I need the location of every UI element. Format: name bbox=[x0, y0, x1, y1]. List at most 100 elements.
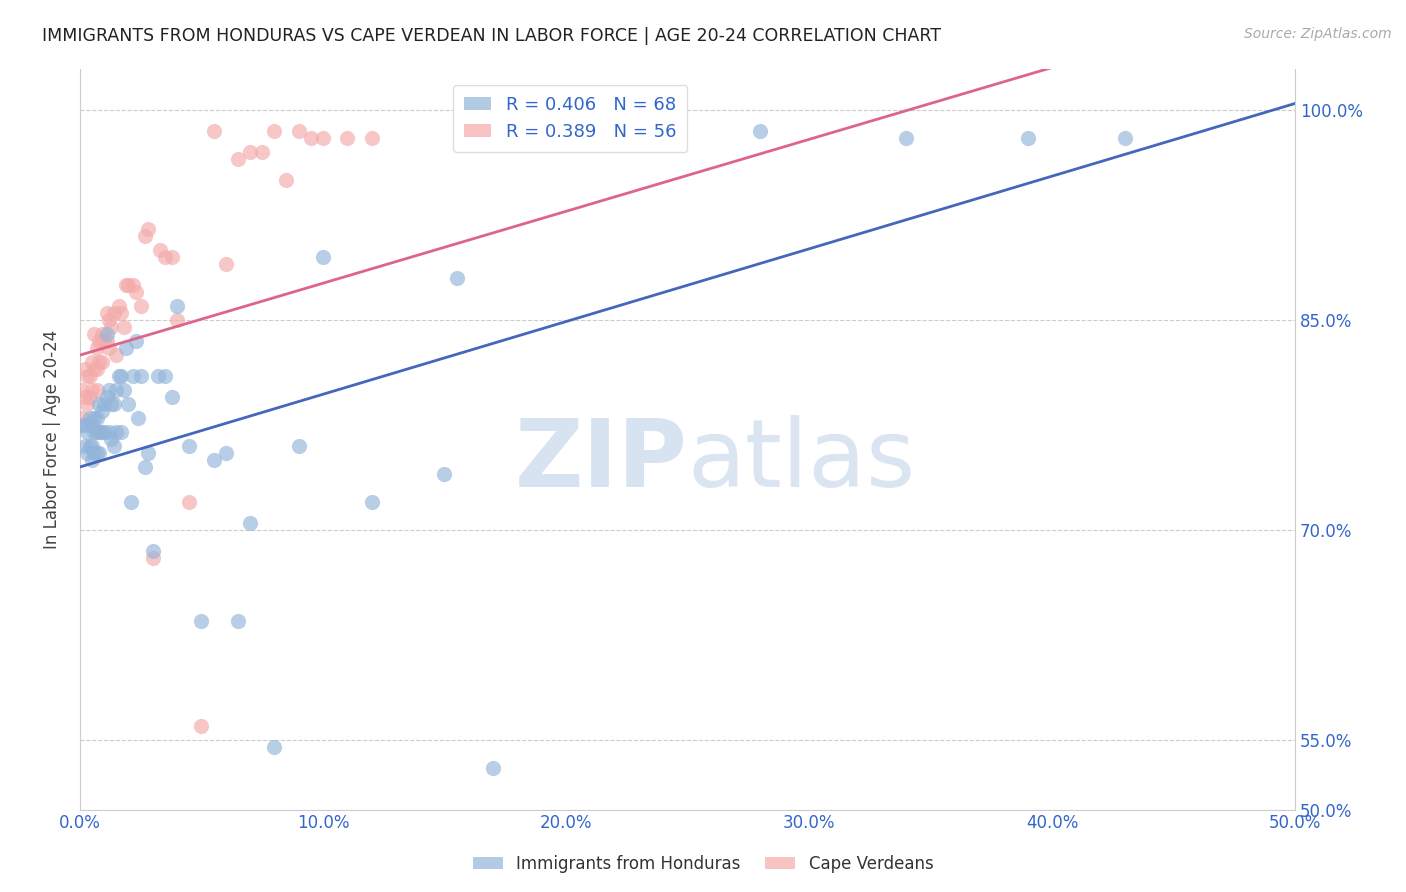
Point bbox=[110, 425, 132, 439]
Point bbox=[110, 369, 132, 384]
Point bbox=[90, 327, 112, 342]
Point bbox=[89, 355, 111, 369]
Point bbox=[80, 439, 103, 453]
Point bbox=[79, 411, 101, 425]
Point bbox=[112, 320, 135, 334]
Point bbox=[160, 250, 183, 264]
Point bbox=[76, 369, 98, 384]
Point bbox=[73, 439, 96, 453]
Point bbox=[226, 153, 249, 167]
Point bbox=[166, 299, 188, 313]
Point bbox=[93, 425, 115, 439]
Point bbox=[125, 334, 148, 348]
Point bbox=[86, 383, 108, 397]
Legend: Immigrants from Honduras, Cape Verdeans: Immigrants from Honduras, Cape Verdeans bbox=[465, 848, 941, 880]
Point bbox=[86, 362, 108, 376]
Point bbox=[72, 418, 94, 433]
Point bbox=[103, 397, 125, 411]
Point bbox=[239, 516, 262, 530]
Point bbox=[1114, 131, 1136, 145]
Point bbox=[312, 131, 335, 145]
Point bbox=[202, 124, 225, 138]
Point bbox=[312, 250, 335, 264]
Point bbox=[146, 369, 169, 384]
Point bbox=[134, 460, 156, 475]
Point bbox=[98, 313, 121, 327]
Point bbox=[263, 124, 285, 138]
Point bbox=[360, 131, 382, 145]
Point bbox=[98, 341, 121, 355]
Point bbox=[103, 439, 125, 453]
Point bbox=[96, 334, 118, 348]
Point bbox=[73, 418, 96, 433]
Point bbox=[142, 550, 165, 565]
Point bbox=[93, 334, 115, 348]
Point bbox=[80, 453, 103, 467]
Point bbox=[1017, 131, 1039, 145]
Point bbox=[107, 369, 129, 384]
Point bbox=[112, 383, 135, 397]
Point bbox=[83, 362, 105, 376]
Point bbox=[129, 299, 152, 313]
Text: ZIP: ZIP bbox=[515, 416, 688, 508]
Point bbox=[250, 145, 273, 160]
Point bbox=[160, 390, 183, 404]
Point bbox=[166, 313, 188, 327]
Point bbox=[105, 383, 128, 397]
Point bbox=[90, 355, 112, 369]
Point bbox=[79, 390, 101, 404]
Point bbox=[83, 446, 105, 460]
Point bbox=[72, 383, 94, 397]
Point bbox=[190, 719, 212, 733]
Point bbox=[482, 761, 505, 775]
Point bbox=[446, 271, 468, 285]
Point bbox=[105, 425, 128, 439]
Point bbox=[149, 244, 172, 258]
Point bbox=[287, 124, 309, 138]
Point bbox=[153, 369, 176, 384]
Point bbox=[287, 439, 309, 453]
Point bbox=[142, 544, 165, 558]
Text: atlas: atlas bbox=[688, 416, 915, 508]
Point bbox=[86, 446, 108, 460]
Point bbox=[179, 439, 201, 453]
Point bbox=[127, 411, 149, 425]
Point bbox=[86, 341, 108, 355]
Point bbox=[226, 614, 249, 628]
Point bbox=[263, 739, 285, 754]
Point bbox=[100, 397, 122, 411]
Point bbox=[136, 446, 159, 460]
Point bbox=[336, 131, 359, 145]
Point bbox=[73, 390, 96, 404]
Point bbox=[98, 425, 121, 439]
Point bbox=[276, 173, 298, 187]
Point bbox=[105, 348, 128, 362]
Point bbox=[76, 397, 98, 411]
Point bbox=[79, 369, 101, 384]
Point bbox=[179, 495, 201, 509]
Text: IMMIGRANTS FROM HONDURAS VS CAPE VERDEAN IN LABOR FORCE | AGE 20-24 CORRELATION : IMMIGRANTS FROM HONDURAS VS CAPE VERDEAN… bbox=[42, 27, 941, 45]
Point bbox=[73, 362, 96, 376]
Point bbox=[96, 327, 118, 342]
Point bbox=[153, 250, 176, 264]
Point bbox=[80, 383, 103, 397]
Point bbox=[100, 320, 122, 334]
Point bbox=[79, 439, 101, 453]
Point bbox=[125, 285, 148, 300]
Point bbox=[83, 425, 105, 439]
Point bbox=[896, 131, 918, 145]
Point bbox=[93, 397, 115, 411]
Point bbox=[90, 425, 112, 439]
Point bbox=[117, 278, 139, 293]
Point bbox=[89, 446, 111, 460]
Point bbox=[89, 397, 111, 411]
Point bbox=[749, 124, 772, 138]
Point bbox=[299, 131, 322, 145]
Point bbox=[202, 453, 225, 467]
Point bbox=[83, 411, 105, 425]
Point bbox=[86, 411, 108, 425]
Point bbox=[215, 257, 238, 271]
Point bbox=[89, 334, 111, 348]
Point bbox=[103, 306, 125, 320]
Point bbox=[96, 390, 118, 404]
